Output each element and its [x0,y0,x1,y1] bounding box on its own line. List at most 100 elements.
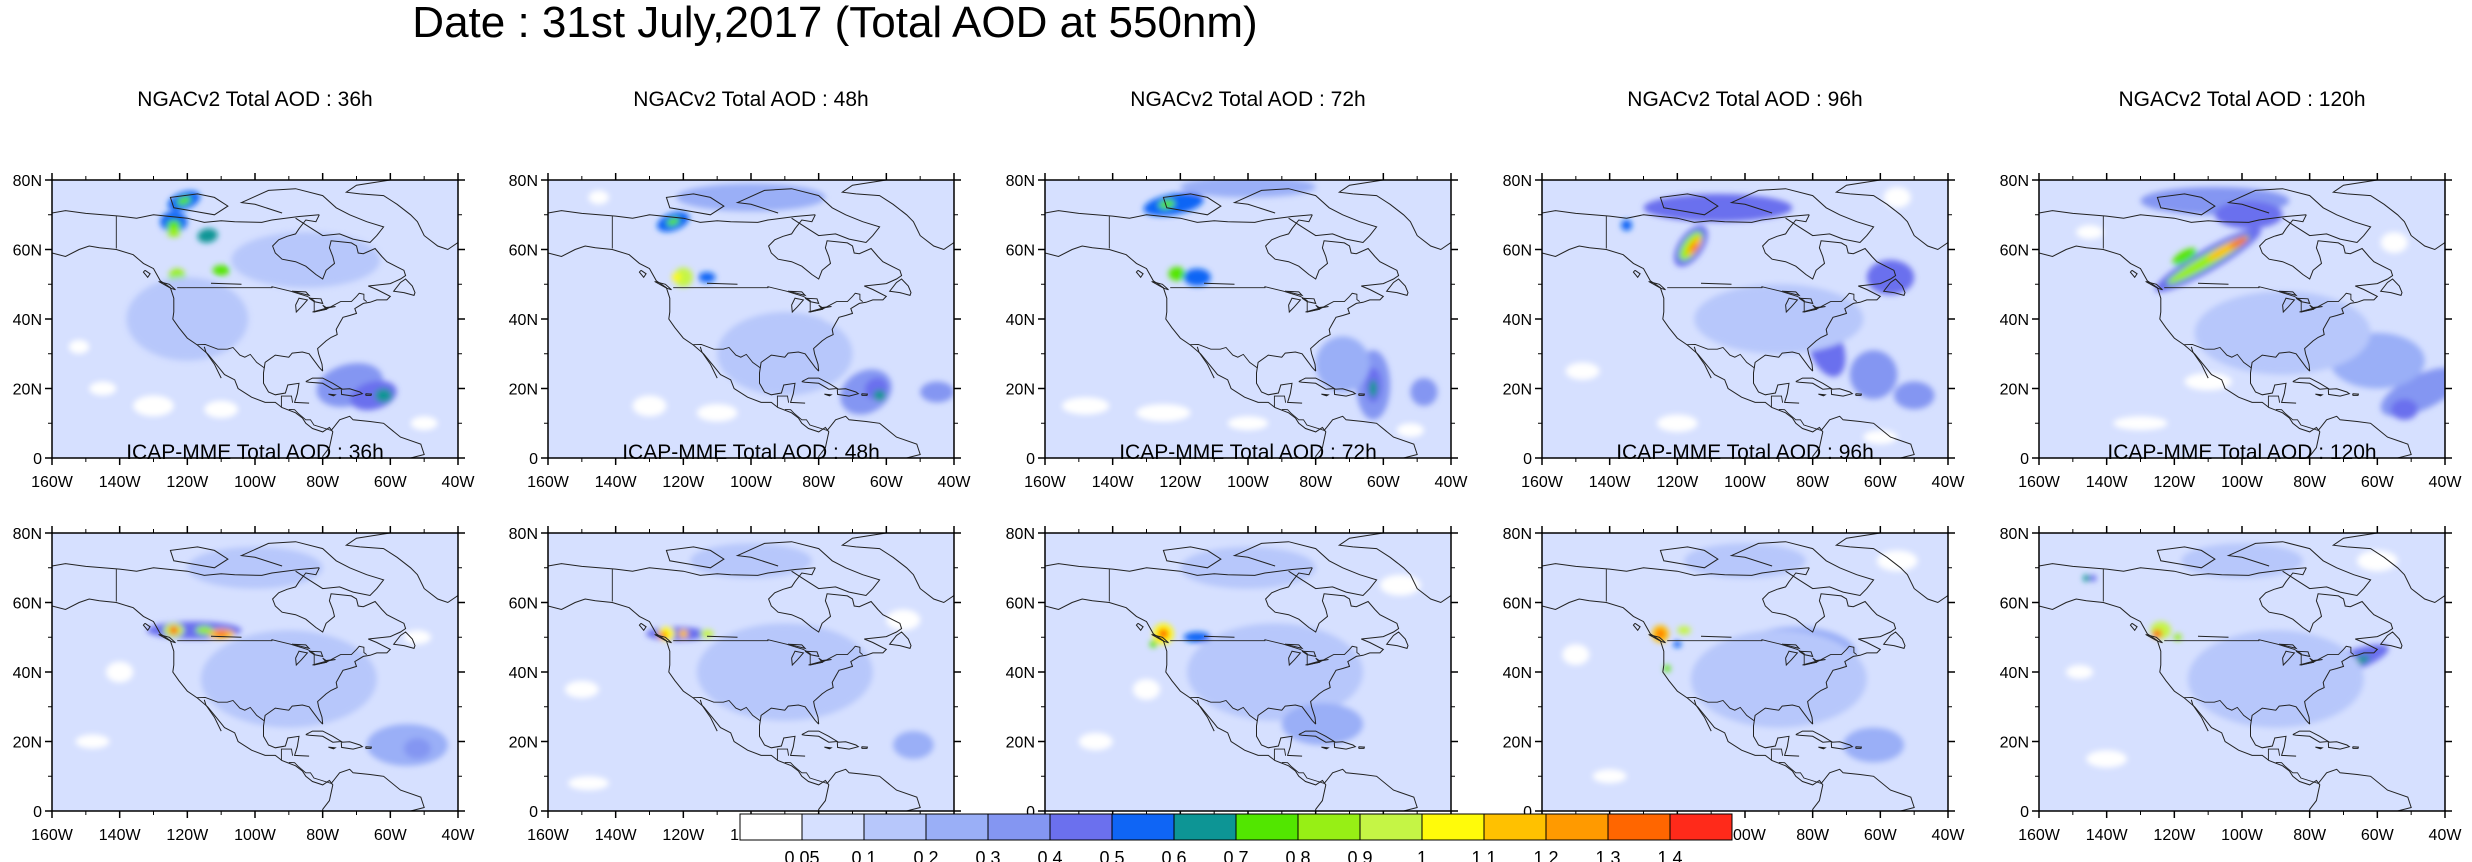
coastline [328,393,337,397]
lon-label: 120W [662,474,705,491]
lon-label: 100W [234,474,277,491]
coastline [1256,704,1317,757]
coastline [1265,567,1400,725]
coastline [791,297,805,314]
coastline [1693,699,1712,732]
border-line [1667,639,1857,666]
aod-clean-patch [1227,416,1269,431]
lon-label: 100W [1724,474,1767,491]
aod-plume [1690,630,1867,728]
map-panel: NGACv2 Total AOD : 72h 80N 60N 40N 20N 0 160W 1… [993,88,1493,491]
lat-label: 20N [2000,382,2029,399]
coastline [548,598,830,811]
aod-plume [698,272,716,283]
lat-label: 60N [1503,243,1532,260]
aod-plume [197,228,218,243]
lon-label: 80W [306,827,340,844]
aod-plume [1281,703,1364,745]
coastline [1385,278,1409,297]
aod-plume [167,219,181,231]
lon-label: 60W [870,474,904,491]
lat-label: 40N [1006,312,1035,329]
aod-plume [1843,727,1905,763]
coastline [548,245,830,458]
aod-plume [1866,259,1915,295]
aod-plume [1180,180,1316,198]
coastline [1151,281,1169,291]
aod-field [548,180,954,458]
panel-title: ICAP-MME Total AOD : 120h [2107,441,2377,464]
coastline [1321,746,1330,750]
coastline [804,297,820,305]
aod-clean-patch [1883,186,1911,208]
lat-label: 40N [13,665,42,682]
panel-title: NGACv2 Total AOD : 72h [1130,88,1366,111]
aod-clean-patch [1136,404,1191,422]
coastline [654,634,672,644]
lon-label: 140W [2086,827,2129,844]
aod-plume [2194,291,2371,375]
aod-plume [126,277,249,361]
border-line [2275,761,2321,785]
coastline [2145,281,2163,291]
aod-field [1542,533,1948,811]
lat-label: 0 [1523,451,1532,468]
aod-clean-patch [564,680,599,699]
coastline [638,269,647,279]
coastline [1700,635,1732,638]
coastline [2282,297,2296,314]
coastline [2250,704,2311,757]
lon-label: 80W [1299,827,1333,844]
aod-plume [212,265,230,276]
border-line [1770,748,1784,761]
lat-label: 20N [509,735,538,752]
coastline [1818,746,1827,750]
lon-label: 160W [1521,474,1564,491]
coastline [239,188,385,244]
coastline [2331,180,2445,251]
coastline [1203,635,1235,638]
lon-label: 60W [1864,474,1898,491]
lon-label: 120W [662,827,705,844]
aod-clean-patch [696,404,738,422]
coastline [699,699,718,732]
coastline [2226,188,2372,244]
lon-label: 120W [2153,827,2196,844]
lon-label: 100W [2221,474,2264,491]
coastline [1782,290,1801,297]
coastline [263,704,324,757]
aod-plume [672,272,681,282]
aod-plume [2173,633,2182,641]
coastline [861,393,869,396]
lon-label: 160W [1521,827,1564,844]
border-line [776,748,790,761]
coastline [768,567,903,725]
lon-label: 60W [1864,827,1898,844]
map-panel: NGACv2 Total AOD : 48h 80N 60N 40N 20N 0 160W 1… [496,88,996,491]
coastline [344,533,458,604]
aod-plume [375,388,393,403]
coastline [1542,598,1824,811]
coastline [2292,377,2330,390]
border-line [288,408,334,432]
coastline [2226,541,2372,597]
border-line [776,395,790,408]
coastline [1045,245,1327,458]
coastline [1818,393,1827,397]
coastline [210,635,242,638]
coastline [305,377,343,390]
lat-label: 60N [509,243,538,260]
aod-field [1542,180,1948,458]
coastline [2197,282,2229,285]
coastline [1288,297,1302,314]
lat-label: 80N [1006,526,1035,543]
map-panel: ICAP-MME Total AOD : 72h 80N 60N 40N 20N 0 160… [993,441,1493,844]
coastline [1256,351,1317,404]
map-panel: ICAP-MME Total AOD : 120h 80N 60N 40N 20N 0 16… [1987,441,2472,844]
border-line [2184,696,2252,722]
lat-label: 60N [509,596,538,613]
coastline [1729,188,1875,244]
lon-label: 100W [730,827,773,844]
coastline [768,214,903,372]
aod-plume [1621,219,1632,231]
